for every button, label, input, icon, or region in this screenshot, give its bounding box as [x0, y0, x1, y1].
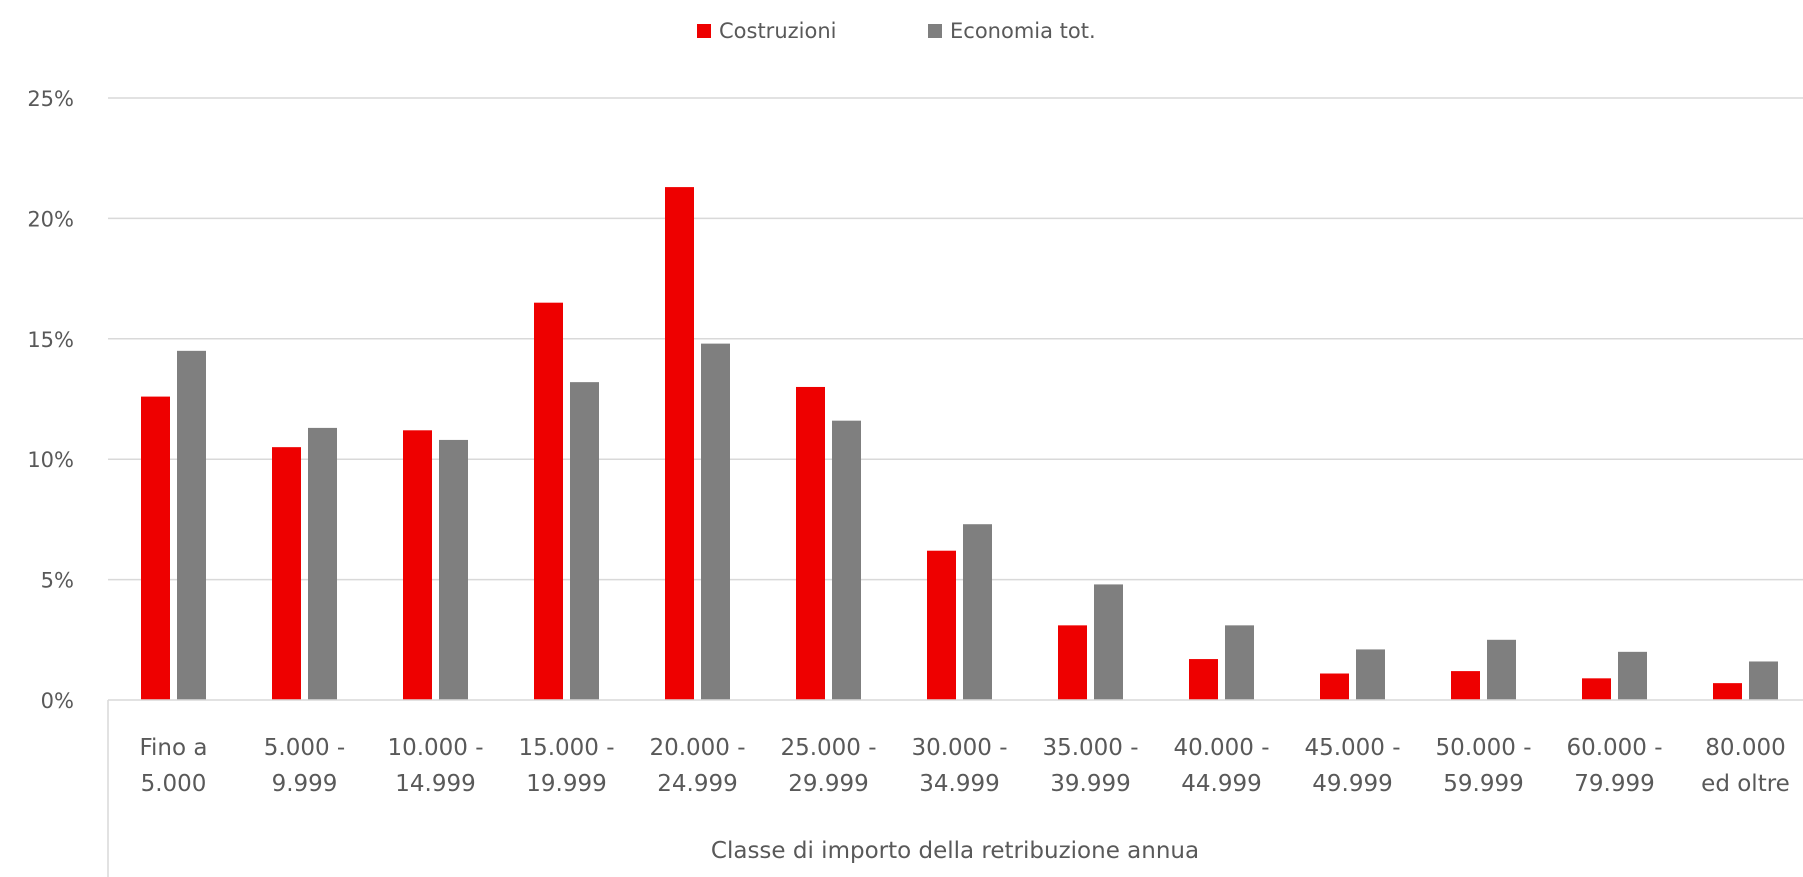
bar-costruzioni	[1713, 683, 1742, 700]
x-tick-label: 25.000 -29.999	[780, 735, 876, 797]
y-tick-label: 10%	[27, 448, 74, 472]
x-axis-title: Classe di importo della retribuzione ann…	[711, 838, 1199, 864]
bar-economia-tot	[832, 420, 861, 700]
bar-costruzioni	[272, 447, 301, 700]
x-tick-label: 35.000 -39.999	[1042, 735, 1138, 797]
bar-economia-tot	[1487, 639, 1516, 700]
x-tick-label: 20.000 -24.999	[649, 735, 745, 797]
legend-label: Economia tot.	[950, 19, 1096, 43]
y-axis-ticks: 0% 5% 10% 15% 20% 25%	[27, 87, 74, 713]
bar-economia-tot	[570, 382, 599, 700]
bar-costruzioni	[927, 550, 956, 700]
legend-item: Economia tot.	[928, 19, 1096, 43]
x-tick-label: Fino a 5.000	[139, 735, 207, 797]
legend-item: Costruzioni	[697, 19, 836, 43]
bar-economia-tot	[1749, 661, 1778, 700]
x-axis: Fino a 5.000 5.000 -9.999 10.000 -14.999 15.…	[107, 699, 1803, 877]
bar-economia-tot	[1356, 649, 1385, 700]
bar-costruzioni	[1582, 678, 1611, 700]
bar-costruzioni	[665, 187, 694, 700]
y-tick-label: 5%	[41, 569, 74, 593]
y-tick-label: 15%	[27, 328, 74, 352]
bar-costruzioni	[534, 302, 563, 700]
bar-costruzioni	[403, 430, 432, 700]
x-tick-label: 50.000 -59.999	[1435, 735, 1531, 797]
x-tick-label: 80.000 ed oltre	[1701, 735, 1790, 797]
bar-economia-tot	[701, 343, 730, 700]
x-tick-label: 40.000 -44.999	[1173, 735, 1269, 797]
bar-economia-tot	[1094, 584, 1123, 700]
gridlines	[108, 97, 1803, 581]
legend-swatch	[928, 24, 942, 38]
bar-costruzioni	[1320, 673, 1349, 700]
x-tick-label: 30.000 -34.999	[911, 735, 1007, 797]
legend: Costruzioni Economia tot.	[697, 19, 1096, 43]
bar-costruzioni	[1451, 671, 1480, 700]
bars	[141, 187, 1778, 700]
bar-economia-tot	[1618, 651, 1647, 700]
x-tick-label: 60.000 -79.999	[1566, 735, 1662, 797]
bar-economia-tot	[1225, 625, 1254, 700]
bar-costruzioni	[796, 386, 825, 700]
x-tick-label: 45.000 -49.999	[1304, 735, 1400, 797]
bar-costruzioni	[1189, 659, 1218, 700]
legend-label: Costruzioni	[719, 19, 836, 43]
x-tick-label: 10.000 -14.999	[387, 735, 483, 797]
x-tick-label: 15.000 -19.999	[518, 735, 614, 797]
bar-economia-tot	[308, 427, 337, 700]
y-tick-label: 0%	[41, 689, 74, 713]
y-tick-label: 20%	[27, 207, 74, 231]
y-tick-label: 25%	[27, 87, 74, 111]
bar-economia-tot	[177, 350, 206, 700]
x-tick-label: 5.000 -9.999	[264, 735, 345, 797]
legend-swatch	[697, 24, 711, 38]
bar-economia-tot	[963, 524, 992, 700]
bar-costruzioni	[141, 396, 170, 700]
bar-costruzioni	[1058, 625, 1087, 700]
bar-economia-tot	[439, 439, 468, 700]
